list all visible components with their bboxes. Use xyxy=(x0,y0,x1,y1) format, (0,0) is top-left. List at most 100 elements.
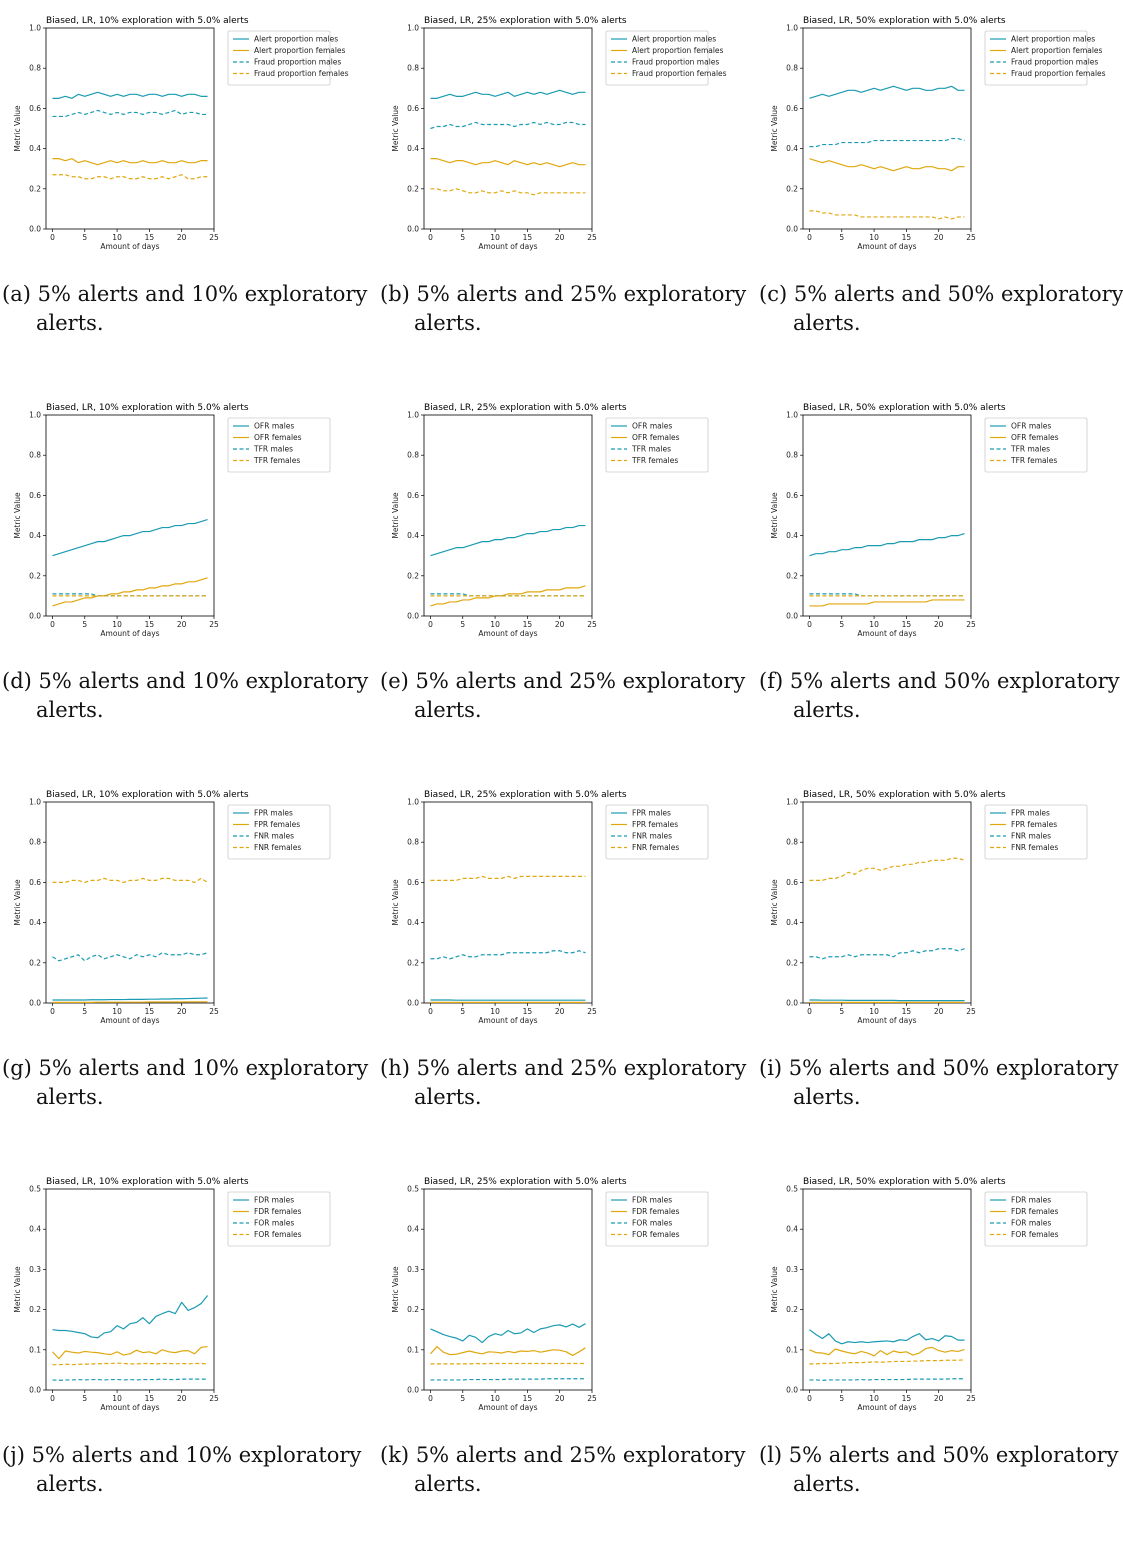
legend-label: FDR females xyxy=(632,1207,680,1216)
y-tick-label: 0.5 xyxy=(29,1185,41,1194)
x-tick-label: 10 xyxy=(869,620,879,629)
x-tick-label: 25 xyxy=(587,620,597,629)
y-tick-label: 0.6 xyxy=(786,491,798,500)
chart-panel-i: Biased, LR, 50% exploration with 5.0% al… xyxy=(757,774,1123,1161)
x-tick-label: 20 xyxy=(555,1007,565,1016)
legend-label: Fraud proportion females xyxy=(254,69,349,78)
x-tick-label: 0 xyxy=(50,233,55,242)
caption-text: 5% alerts and 50% exploratory xyxy=(790,669,1120,693)
series-line-for-males xyxy=(52,1379,207,1380)
chart-title: Biased, LR, 10% exploration with 5.0% al… xyxy=(46,403,249,413)
x-tick-label: 25 xyxy=(587,1394,597,1403)
caption-text: 5% alerts and 25% exploratory xyxy=(417,1056,747,1080)
caption-text: 5% alerts and 25% exploratory xyxy=(416,1443,746,1467)
chart-svg: Biased, LR, 25% exploration with 5.0% al… xyxy=(378,1161,752,1436)
x-tick-label: 0 xyxy=(807,620,812,629)
legend-label: TFR females xyxy=(253,456,300,465)
legend-label: FDR males xyxy=(1011,1196,1051,1205)
chart-panel-k: Biased, LR, 25% exploration with 5.0% al… xyxy=(378,1161,752,1548)
y-tick-label: 0.6 xyxy=(29,878,41,887)
series-line-alert-proportion-males xyxy=(430,90,585,98)
y-axis-label: Metric Value xyxy=(13,879,22,926)
y-axis-label: Metric Value xyxy=(13,1266,22,1313)
x-tick-label: 15 xyxy=(145,620,155,629)
x-tick-label: 25 xyxy=(209,233,219,242)
x-tick-label: 0 xyxy=(50,620,55,629)
legend-label: FNR females xyxy=(1011,843,1058,852)
series-line-fnr-males xyxy=(809,949,964,959)
y-axis-label: Metric Value xyxy=(770,105,779,152)
series-line-fnr-males xyxy=(430,951,585,959)
x-tick-label: 15 xyxy=(902,233,912,242)
legend-label: OFR females xyxy=(254,433,302,442)
chart-svg: Biased, LR, 10% exploration with 5.0% al… xyxy=(0,0,374,275)
x-tick-label: 15 xyxy=(145,233,155,242)
caption-text: 5% alerts and 25% exploratory xyxy=(417,282,747,306)
x-tick-label: 10 xyxy=(869,1394,879,1403)
plot-frame xyxy=(803,415,971,616)
caption-label: (c) xyxy=(759,282,787,306)
x-tick-label: 5 xyxy=(82,620,87,629)
series-line-for-males xyxy=(809,1379,964,1381)
y-tick-label: 0.8 xyxy=(407,838,419,847)
x-tick-label: 5 xyxy=(82,233,87,242)
chart-panel-f: Biased, LR, 50% exploration with 5.0% al… xyxy=(757,387,1123,774)
legend-label: FDR males xyxy=(632,1196,672,1205)
legend-label: OFR females xyxy=(1011,433,1059,442)
caption-text: 5% alerts and 10% exploratory xyxy=(32,1443,362,1467)
plot-frame xyxy=(424,1189,592,1390)
y-axis-label: Metric Value xyxy=(770,492,779,539)
y-tick-label: 0.1 xyxy=(29,1345,41,1354)
caption-label: (g) xyxy=(2,1056,32,1080)
x-tick-label: 10 xyxy=(490,620,500,629)
series-line-fdr-females xyxy=(430,1347,585,1356)
y-tick-label: 0.4 xyxy=(786,918,798,927)
x-tick-label: 0 xyxy=(807,1007,812,1016)
legend-label: Alert proportion males xyxy=(1011,35,1095,44)
y-tick-label: 0.6 xyxy=(407,491,419,500)
x-tick-label: 25 xyxy=(209,1394,219,1403)
x-tick-label: 0 xyxy=(807,233,812,242)
x-tick-label: 0 xyxy=(428,233,433,242)
x-tick-label: 20 xyxy=(555,1394,565,1403)
y-axis-label: Metric Value xyxy=(770,879,779,926)
y-tick-label: 0.4 xyxy=(786,144,798,153)
y-tick-label: 0.2 xyxy=(786,571,798,580)
x-tick-label: 15 xyxy=(902,1394,912,1403)
caption-text-continued: alerts. xyxy=(380,696,748,725)
series-line-fraud-proportion-females xyxy=(430,189,585,195)
y-tick-label: 0.2 xyxy=(29,958,41,967)
series-line-fnr-females xyxy=(809,858,964,880)
y-axis-label: Metric Value xyxy=(391,105,400,152)
x-tick-label: 5 xyxy=(460,1007,465,1016)
x-axis-label: Amount of days xyxy=(857,1403,916,1412)
y-tick-label: 0.6 xyxy=(786,104,798,113)
x-tick-label: 15 xyxy=(523,1007,533,1016)
x-axis-label: Amount of days xyxy=(100,629,159,638)
x-tick-label: 15 xyxy=(523,233,533,242)
legend-label: TFR females xyxy=(1010,456,1057,465)
legend-label: TFR males xyxy=(1010,445,1050,454)
x-tick-label: 20 xyxy=(934,620,944,629)
y-axis-label: Metric Value xyxy=(13,105,22,152)
chart-svg: Biased, LR, 25% exploration with 5.0% al… xyxy=(378,387,752,662)
caption-text: 5% alerts and 10% exploratory xyxy=(39,1056,369,1080)
y-tick-label: 0.8 xyxy=(786,451,798,460)
series-line-fdr-males xyxy=(809,1330,964,1344)
series-line-ofr-females xyxy=(52,578,207,606)
plot-frame xyxy=(424,28,592,229)
x-axis-label: Amount of days xyxy=(478,1016,537,1025)
legend-label: FNR males xyxy=(1011,832,1051,841)
y-tick-label: 1.0 xyxy=(407,24,419,33)
y-tick-label: 0.6 xyxy=(407,104,419,113)
y-tick-label: 0.8 xyxy=(29,64,41,73)
x-axis-label: Amount of days xyxy=(100,1016,159,1025)
plot-frame xyxy=(803,28,971,229)
x-tick-label: 0 xyxy=(428,1007,433,1016)
y-tick-label: 0.4 xyxy=(407,918,419,927)
y-tick-label: 0.8 xyxy=(29,838,41,847)
x-axis-label: Amount of days xyxy=(478,242,537,251)
y-tick-label: 0.0 xyxy=(407,225,419,234)
legend-label: Fraud proportion males xyxy=(632,58,719,67)
